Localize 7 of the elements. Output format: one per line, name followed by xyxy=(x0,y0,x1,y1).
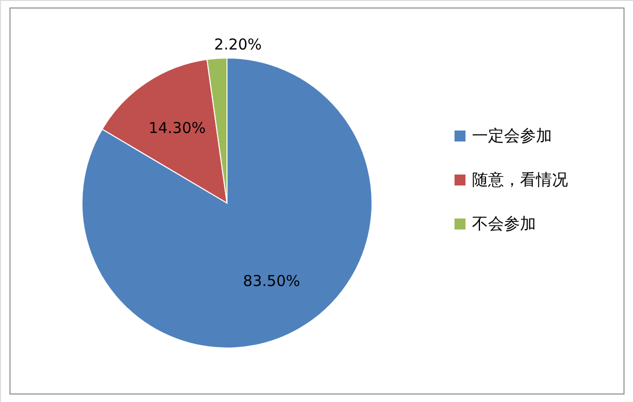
pie-slice xyxy=(82,58,372,348)
legend-label: 随意，看情况 xyxy=(472,170,568,189)
legend-label: 不会参加 xyxy=(472,214,536,233)
data-label: 2.20% xyxy=(214,35,262,54)
data-label: 83.50% xyxy=(242,272,300,290)
legend-label: 一定会参加 xyxy=(472,126,552,145)
data-label: 14.30% xyxy=(148,119,206,138)
